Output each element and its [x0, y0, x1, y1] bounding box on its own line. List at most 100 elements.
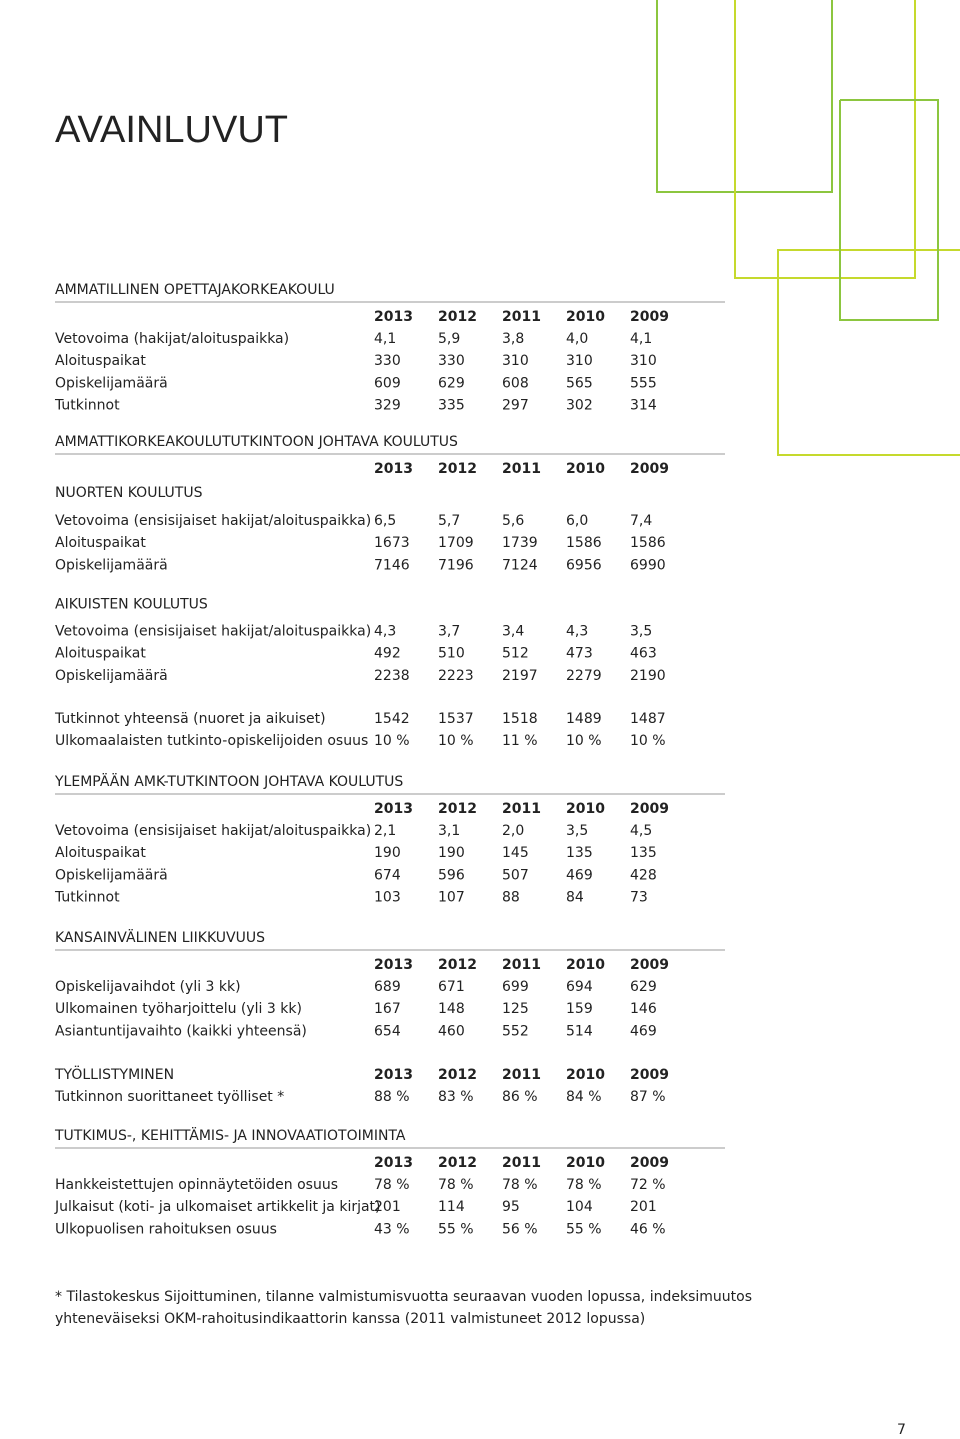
cell: 473 — [566, 646, 593, 662]
cell: 2279 — [566, 668, 602, 684]
year-header: 2010 — [566, 1155, 605, 1171]
year-header: 2010 — [566, 461, 605, 477]
cell: 135 — [630, 845, 657, 861]
row-label: Vetovoima (ensisijaiset hakijat/aloitusp… — [55, 513, 371, 529]
cell: 87 % — [630, 1089, 666, 1105]
cell: 145 — [502, 845, 529, 861]
cell: 6956 — [566, 557, 602, 573]
cell: 1739 — [502, 535, 538, 551]
cell: 55 % — [566, 1221, 602, 1237]
cell: 10 % — [438, 733, 474, 749]
cell: 302 — [566, 398, 593, 414]
cell: 310 — [630, 353, 657, 369]
cell: 3,4 — [502, 623, 524, 639]
cell: 159 — [566, 1001, 593, 1017]
cell: 674 — [374, 867, 401, 883]
section-title: TUTKIMUS-, KEHITTÄMIS- JA INNOVAATIOTOIM… — [54, 1126, 406, 1144]
row-label: Vetovoima (hakijat/aloituspaikka) — [55, 331, 289, 347]
cell: 95 — [502, 1199, 520, 1215]
cell: 88 — [502, 890, 520, 906]
cell: 330 — [374, 353, 401, 369]
row-label: Tutkinnot — [54, 890, 120, 906]
year-header: 2011 — [502, 461, 541, 477]
year-header: 2011 — [502, 801, 541, 817]
cell: 86 % — [502, 1089, 538, 1105]
cell: 2190 — [630, 668, 666, 684]
cell: 201 — [374, 1199, 401, 1215]
cell: 1586 — [630, 535, 666, 551]
cell: 190 — [438, 845, 465, 861]
cell: 596 — [438, 867, 465, 883]
cell: 5,6 — [502, 513, 524, 529]
year-header: 2012 — [438, 309, 477, 325]
cell: 103 — [374, 890, 401, 906]
cell: 629 — [630, 979, 657, 995]
section-title: AMMATILLINEN OPETTAJAKORKEAKOULU — [55, 282, 335, 298]
cell: 114 — [438, 1199, 465, 1215]
year-header: 2010 — [566, 957, 605, 973]
year-header: 2013 — [374, 801, 413, 817]
page-title: AVAINLUVUT — [55, 109, 288, 151]
row-label: Opiskelijamäärä — [55, 867, 168, 883]
cell: 84 — [566, 890, 584, 906]
cell: 310 — [502, 353, 529, 369]
cell: 694 — [566, 979, 593, 995]
cell: 4,5 — [630, 823, 652, 839]
cell: 699 — [502, 979, 529, 995]
cell: 10 % — [630, 733, 666, 749]
section-title: TYÖLLISTYMINEN — [54, 1065, 174, 1083]
cell: 555 — [630, 375, 657, 391]
cell: 55 % — [438, 1221, 474, 1237]
year-header: 2012 — [438, 1067, 477, 1083]
cell: 146 — [630, 1001, 657, 1017]
row-label: Tutkinnon suorittaneet työlliset * — [54, 1089, 284, 1105]
cell: 1487 — [630, 711, 666, 727]
year-header: 2009 — [630, 957, 669, 973]
cell: 1673 — [374, 535, 410, 551]
cell: 469 — [566, 867, 593, 883]
cell: 4,0 — [566, 331, 588, 347]
row-label: Tutkinnot — [54, 398, 120, 414]
cell: 671 — [438, 979, 465, 995]
section-title: YLEMPÄÄN AMK-TUTKINTOON JOHTAVA KOULUTUS — [54, 772, 403, 790]
year-header: 2013 — [374, 461, 413, 477]
year-header: 2012 — [438, 957, 477, 973]
cell: 7146 — [374, 557, 410, 573]
cell: 46 % — [630, 1221, 666, 1237]
cell: 510 — [438, 646, 465, 662]
year-header: 2009 — [630, 461, 669, 477]
row-label: Vetovoima (ensisijaiset hakijat/aloitusp… — [55, 623, 371, 639]
cell: 314 — [630, 398, 657, 414]
decoration — [656, 0, 960, 456]
cell: 330 — [438, 353, 465, 369]
row-label: Hankkeistettujen opinnäytetöiden osuus — [55, 1177, 338, 1193]
cell: 335 — [438, 398, 465, 414]
cell: 629 — [438, 375, 465, 391]
cell: 654 — [374, 1023, 401, 1039]
cell: 7124 — [502, 557, 538, 573]
cell: 83 % — [438, 1089, 474, 1105]
cell: 135 — [566, 845, 593, 861]
cell: 2197 — [502, 668, 538, 684]
cell: 329 — [374, 398, 401, 414]
cell: 3,7 — [438, 623, 460, 639]
cell: 608 — [502, 375, 529, 391]
footnote: * Tilastokeskus Sijoittuminen, tilanne v… — [55, 1289, 752, 1305]
cell: 201 — [630, 1199, 657, 1215]
cell: 512 — [502, 646, 529, 662]
cell: 167 — [374, 1001, 401, 1017]
cell: 4,1 — [374, 331, 396, 347]
section-title: KANSAINVÄLINEN LIIKKUVUUS — [55, 928, 265, 946]
cell: 107 — [438, 890, 465, 906]
cell: 1489 — [566, 711, 602, 727]
cell: 1709 — [438, 535, 474, 551]
cell: 3,1 — [438, 823, 460, 839]
cell: 104 — [566, 1199, 593, 1215]
year-header: 2009 — [630, 801, 669, 817]
row-label: Julkaisut (koti- ja ulkomaiset artikkeli… — [54, 1199, 381, 1215]
cell: 6,0 — [566, 513, 588, 529]
year-header: 2010 — [566, 801, 605, 817]
cell: 5,9 — [438, 331, 460, 347]
cell: 689 — [374, 979, 401, 995]
year-header: 2009 — [630, 1155, 669, 1171]
